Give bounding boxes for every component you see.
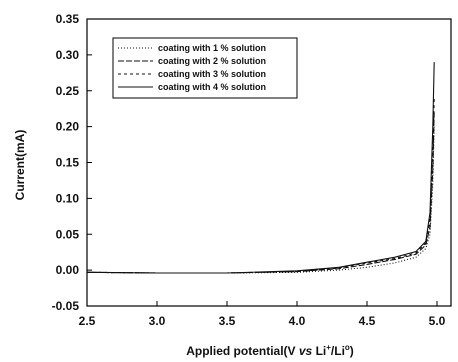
legend-label-3: coating with 3 % solution [158, 69, 266, 79]
legend-box [112, 37, 298, 99]
y-tick-label: 0.25 [56, 84, 80, 98]
series-line-2 [86, 112, 435, 274]
legend-label-4: coating with 4 % solution [158, 82, 266, 92]
x-tick-label: 5.0 [429, 314, 446, 328]
y-tick-label: 0.35 [56, 12, 80, 26]
y-axis: -0.05 0.00 0.05 0.10 0.15 0.20 0.25 0.30 0.35 [52, 12, 92, 313]
x-axis-title: Applied potential(V vs Li+/Lio) [186, 343, 354, 358]
legend-label-1: coating with 1 % solution [158, 43, 266, 53]
x-tick-label: 3.0 [149, 314, 166, 328]
x-axis-title-part: /Li [331, 344, 345, 358]
legend: coating with 1 % solution coating with 2 … [112, 37, 298, 99]
x-tick-label: 2.5 [79, 314, 96, 328]
series-line-4 [86, 62, 435, 274]
y-tick-label: 0.30 [56, 48, 80, 62]
x-axis-title-part: Applied potential(V [186, 344, 299, 358]
x-axis-title-italic: vs [299, 344, 313, 358]
y-tick-label: 0.00 [56, 263, 80, 277]
x-axis-title-superscript: o [345, 343, 350, 352]
legend-label-2: coating with 2 % solution [158, 56, 266, 66]
y-tick-label: 0.05 [56, 227, 80, 241]
y-tick-label: 0.20 [56, 120, 80, 134]
series-line-1 [86, 126, 435, 274]
x-axis-title-part: ) [350, 344, 354, 358]
series-layer [86, 62, 435, 274]
series-line-3 [86, 97, 435, 274]
y-tick-label: 0.10 [56, 191, 80, 205]
x-axis: 2.5 3.0 3.5 4.0 4.5 5.0 [79, 301, 446, 328]
x-tick-label: 3.5 [219, 314, 236, 328]
y-axis-title: Current(mA) [13, 130, 27, 201]
y-tick-label: -0.05 [52, 299, 80, 313]
x-axis-title-part: Li [312, 344, 326, 358]
y-tick-label: 0.15 [56, 156, 80, 170]
x-axis-title-superscript: + [326, 343, 331, 352]
x-tick-label: 4.5 [359, 314, 376, 328]
x-tick-label: 4.0 [289, 314, 306, 328]
